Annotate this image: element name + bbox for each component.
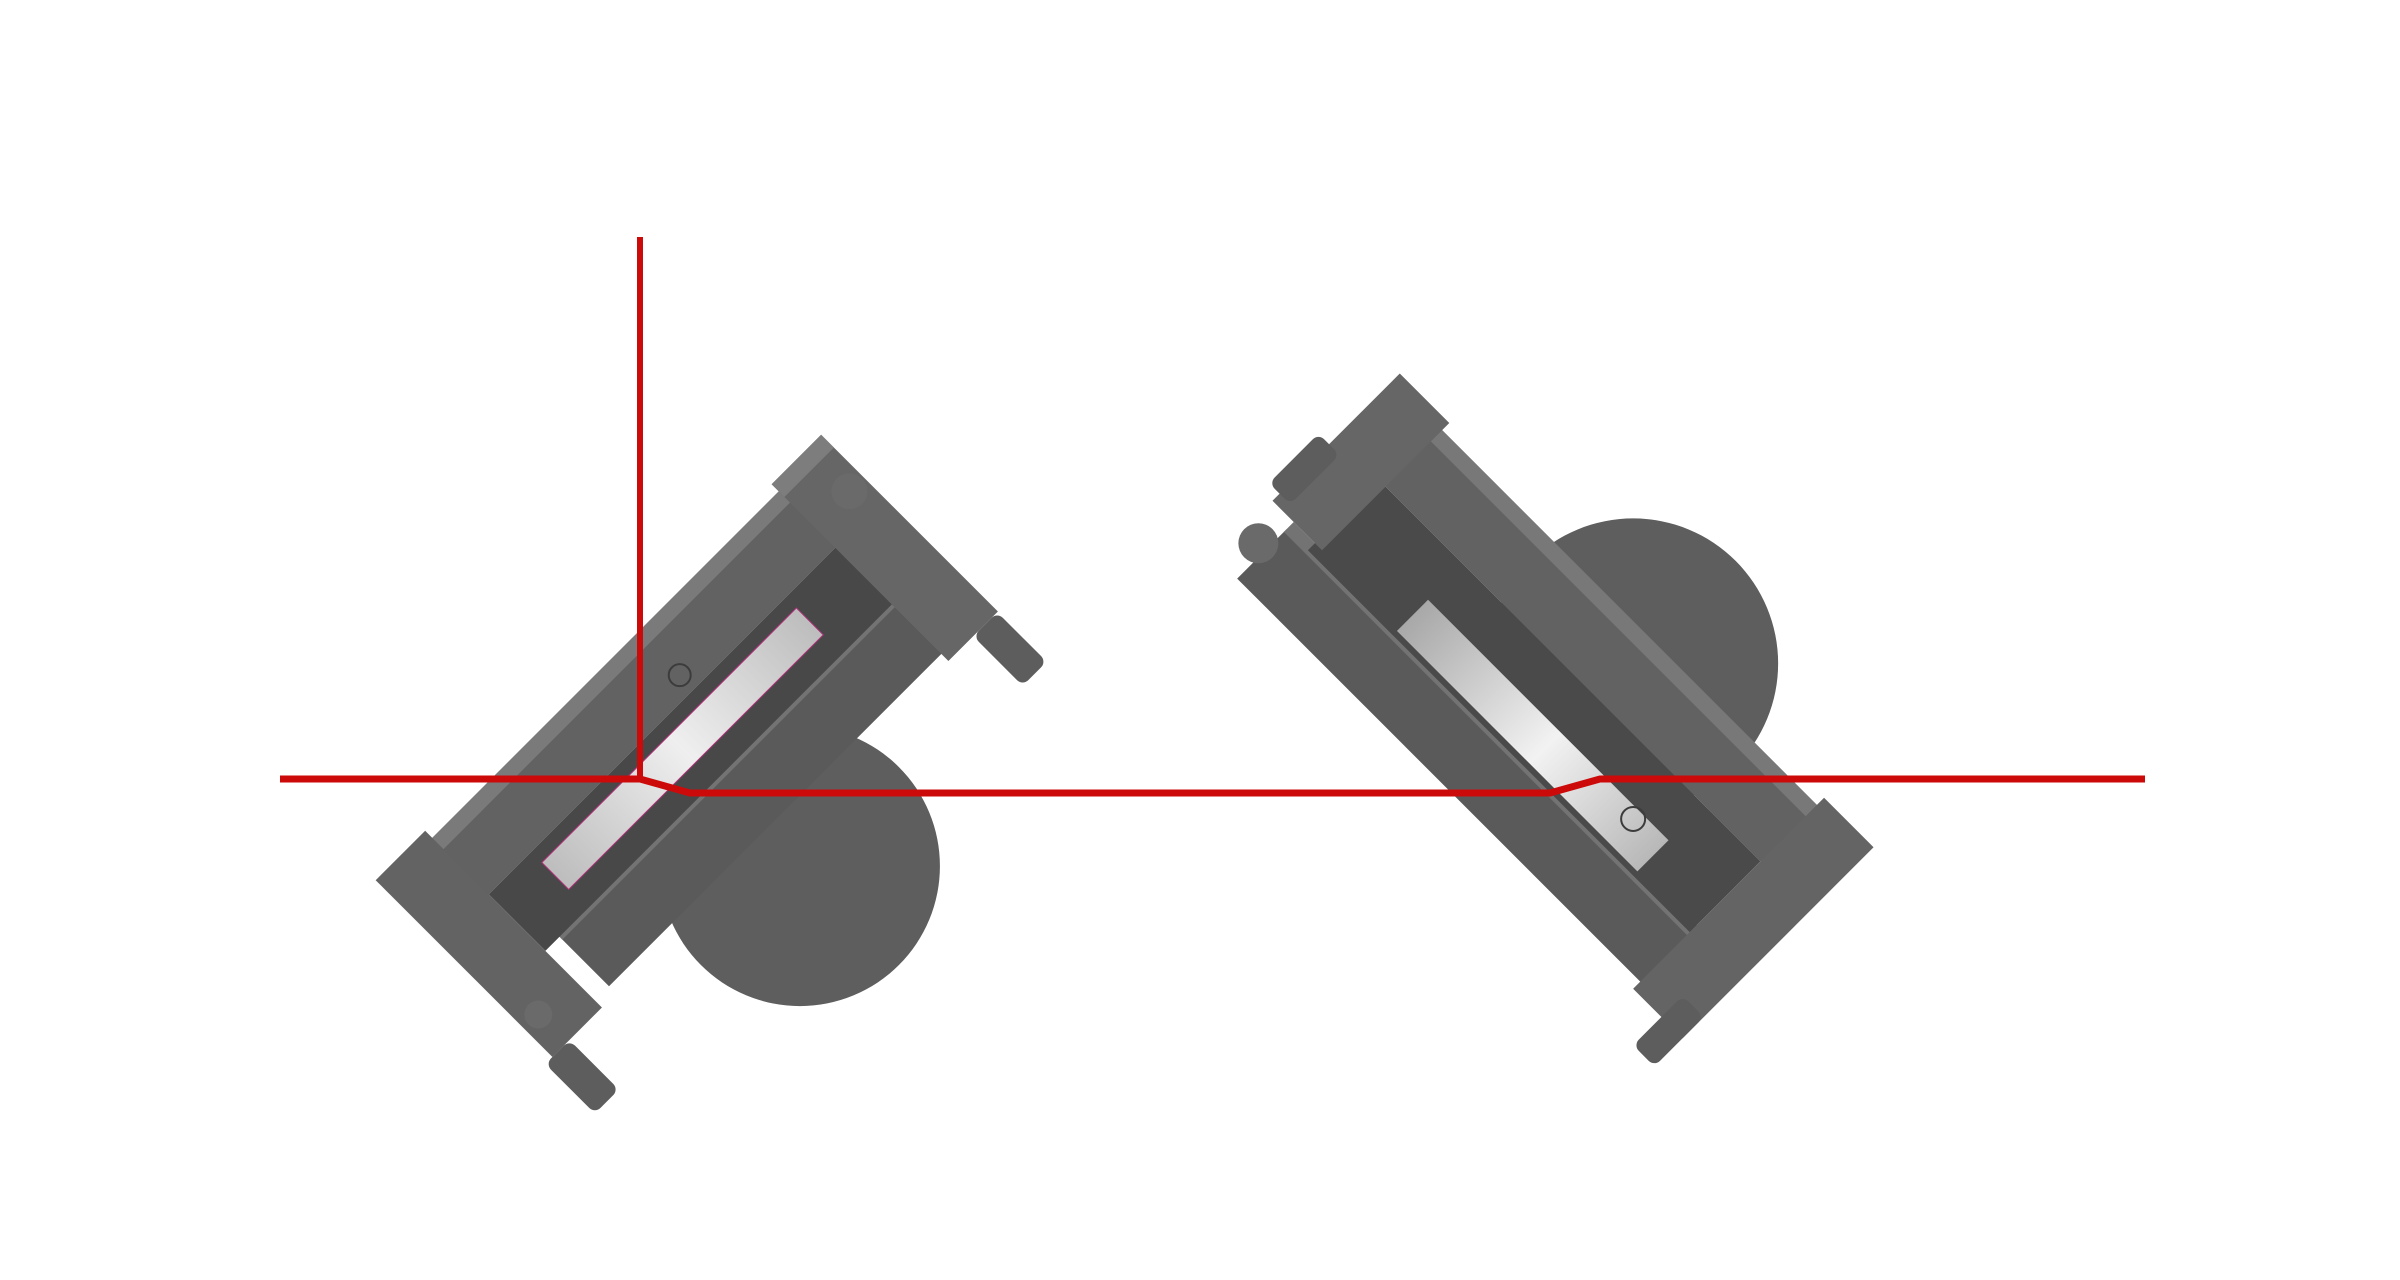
left-mount-screw [831,473,868,510]
right-optical-mount [1237,373,1874,1064]
right-mount-window [1396,599,1669,872]
left-mount-knob-b [548,1043,616,1111]
left-mount-knob-a [976,615,1044,683]
horizontal-beam-path [280,775,2145,797]
right-mount-front-bar [1237,529,1711,1003]
left-mount-clamp-top-face [771,434,834,497]
left-mount-clamp-bottom [375,830,602,1057]
right-mount-clamp-right [1633,797,1874,1039]
left-mount-clamp-top [771,434,998,662]
left-mount-front-bar [559,576,970,987]
right-mount-clamp-left [1272,373,1450,551]
right-mount-screw [1238,523,1279,564]
left-mount-screw-2 [524,1000,553,1029]
left-mount-hole [667,663,692,688]
right-mount-knob-a [1272,436,1337,502]
right-mount-knob-b [1636,999,1701,1064]
right-mount-back-bar [1357,408,1832,883]
right-mount-hole [1620,805,1647,832]
left-mount-window [541,607,824,891]
right-mount-back-bar-top [1402,401,1839,838]
left-optical-mount [375,434,1044,1111]
